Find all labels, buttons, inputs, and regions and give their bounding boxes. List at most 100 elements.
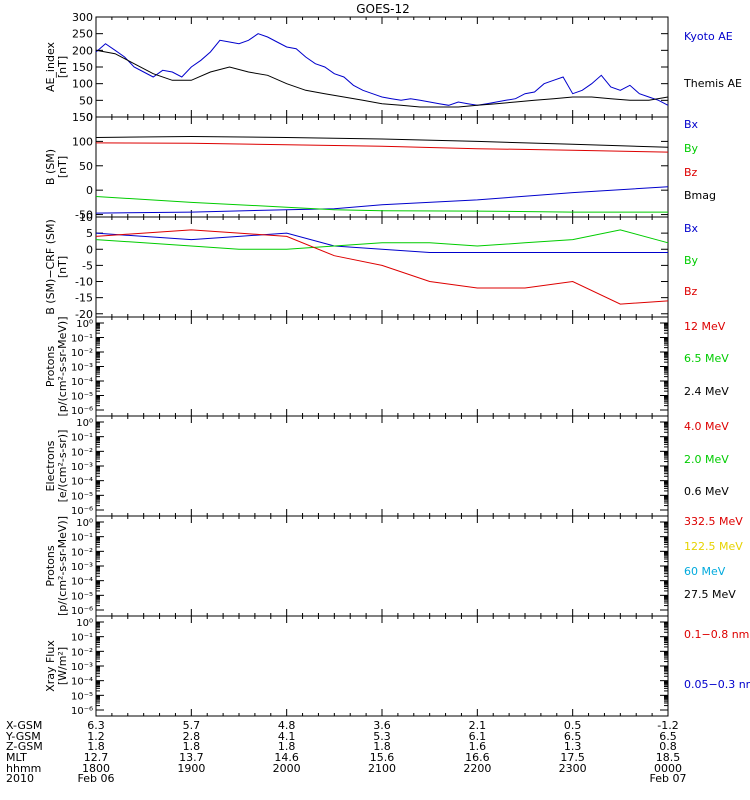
series-line-bmag xyxy=(95,135,669,148)
table-cell: -1.2 xyxy=(657,719,678,732)
y-tick-label: 10⁻⁴ xyxy=(71,377,93,388)
y-tick-label: 300 xyxy=(72,11,93,24)
y-axis-label: B (SM)−CRF (SM) xyxy=(44,219,57,315)
y-axis-label: [nT] xyxy=(56,56,69,78)
y-axis-label: [nT] xyxy=(56,256,69,278)
table-cell: 4.1 xyxy=(278,730,296,743)
y-tick-label: 10⁻¹ xyxy=(71,334,93,345)
legend-entry: 12 MeV xyxy=(684,320,726,333)
table-row-label: Y-GSM xyxy=(5,730,41,743)
legend-entry: 4.0 MeV xyxy=(684,420,729,433)
y-tick-label: 10⁻⁶ xyxy=(71,706,93,717)
table-cell: 5.7 xyxy=(183,719,201,732)
y-tick-label: -15 xyxy=(75,292,93,305)
panel-frame xyxy=(95,216,669,318)
y-tick-label: 10⁻¹ xyxy=(71,433,93,444)
table-cell: Feb 07 xyxy=(650,772,687,785)
y-tick-label: 10⁻³ xyxy=(71,462,93,473)
y-tick-label: 150 xyxy=(72,61,93,74)
y-axis-label: B (SM) xyxy=(44,149,57,185)
legend-entry: 2.0 MeV xyxy=(684,453,729,466)
y-axis-label: AE_index xyxy=(44,41,57,92)
y-tick-label: -10 xyxy=(75,276,93,289)
legend-entry: 122.5 MeV xyxy=(684,540,743,553)
table-cell: 0000 xyxy=(654,762,682,775)
table-cell: 2300 xyxy=(559,762,587,775)
y-axis-label: Protons xyxy=(44,346,57,387)
panel-5: 10⁰ 10⁻¹ 10⁻² 10⁻³ 10⁻⁴ 10⁻⁵ 10⁻⁶ Electrons [e/(… xyxy=(44,415,729,517)
table-cell: 1.6 xyxy=(469,740,487,753)
y-tick-label: 0 xyxy=(86,184,93,197)
table-cell: 1800 xyxy=(82,762,110,775)
legend-entry: 332.5 MeV xyxy=(684,515,743,528)
y-tick-label: 5 xyxy=(86,227,93,240)
table-cell: 2000 xyxy=(273,762,301,775)
table-cell: 1.8 xyxy=(373,740,391,753)
table-cell: 2.8 xyxy=(183,730,201,743)
table-cell: 1.8 xyxy=(87,740,105,753)
legend-entry: Bmag xyxy=(684,189,716,202)
y-tick-label: -50 xyxy=(75,209,93,222)
y-tick-label: 10⁰ xyxy=(76,518,93,529)
table-cell: 3.6 xyxy=(373,719,391,732)
y-tick-label: 10⁻³ xyxy=(71,363,93,374)
table-cell: 1.8 xyxy=(183,740,201,753)
y-tick-label: 50 xyxy=(79,94,93,107)
y-tick-label: 100 xyxy=(72,135,93,148)
table-cell: 0.5 xyxy=(564,719,582,732)
table-cell: 6.1 xyxy=(469,730,487,743)
y-tick-label: -20 xyxy=(75,308,93,321)
y-tick-label: 10⁻² xyxy=(71,348,93,359)
chart-title: GOES-12 xyxy=(356,2,410,16)
legend-entry: Bx xyxy=(684,118,699,131)
series-line-bz xyxy=(95,229,669,305)
y-tick-label: 10 xyxy=(79,211,93,224)
panel-3: 10 5 0 -5 -10 -15 -20 B (SM)−CRF (SM) [nT] Bx By Bz xyxy=(44,211,699,321)
legend-entry: By xyxy=(684,142,699,155)
legend-entry: 0.05−0.3 nm xyxy=(684,678,750,691)
y-tick-label: 10⁻³ xyxy=(71,562,93,573)
y-tick-label: 10⁻⁴ xyxy=(71,577,93,588)
y-tick-label: 10⁻⁵ xyxy=(71,691,93,702)
y-tick-label: 250 xyxy=(72,28,93,41)
table-cell: 16.6 xyxy=(465,751,490,764)
y-tick-label: 100 xyxy=(72,78,93,91)
legend-entry: Kyoto AE xyxy=(684,30,733,43)
y-tick-label: 10⁻⁶ xyxy=(71,506,93,517)
legend-entry: Themis AE xyxy=(683,77,742,90)
legend-entry: 0.1−0.8 nm xyxy=(684,628,749,641)
y-tick-label: 10⁻⁵ xyxy=(71,491,93,502)
table-cell: 18.5 xyxy=(656,751,681,764)
table-cell: 5.3 xyxy=(373,730,391,743)
series-line-themis-ae xyxy=(95,49,669,108)
series-line-bx xyxy=(95,186,669,214)
y-axis-label: Xray Flux xyxy=(44,640,57,692)
table-cell: 1.3 xyxy=(564,740,582,753)
y-axis-label: Electrons xyxy=(44,440,57,491)
table-row-label: 2010 xyxy=(6,772,34,785)
series-line-by xyxy=(95,196,668,213)
table-cell: 4.8 xyxy=(278,719,296,732)
table-cell: 6.5 xyxy=(659,730,677,743)
y-tick-label: 150 xyxy=(72,111,93,124)
y-tick-label: 10⁰ xyxy=(76,618,93,629)
legend-entry: By xyxy=(684,254,699,267)
y-tick-label: 10⁻² xyxy=(71,647,93,658)
table-cell: 1.2 xyxy=(87,730,105,743)
y-axis-label: [e/(cm²-s-sr)] xyxy=(56,430,69,503)
panel-frame xyxy=(95,316,669,417)
legend-entry: Bx xyxy=(684,222,699,235)
y-tick-label: 10⁻³ xyxy=(71,662,93,673)
y-axis-label: [nT] xyxy=(56,156,69,178)
panel-1: 300 250 200 150 100 50 0 AE_index [nT] Kyoto AE Th… xyxy=(44,11,742,124)
panel-7: 10⁰ 10⁻¹ 10⁻² 10⁻³ 10⁻⁴ 10⁻⁵ 10⁻⁶ Xray Flux [W/m… xyxy=(44,615,750,717)
table-row-label: hhmm xyxy=(6,762,41,775)
legend-entry: 6.5 MeV xyxy=(684,352,729,365)
y-tick-label: 10⁻⁶ xyxy=(71,406,93,417)
y-tick-label: 10⁻⁶ xyxy=(71,606,93,617)
panel-frame xyxy=(95,16,669,118)
table-row-label: MLT xyxy=(6,751,27,764)
table-cell: 17.5 xyxy=(560,751,585,764)
table-cell: 13.7 xyxy=(179,751,204,764)
